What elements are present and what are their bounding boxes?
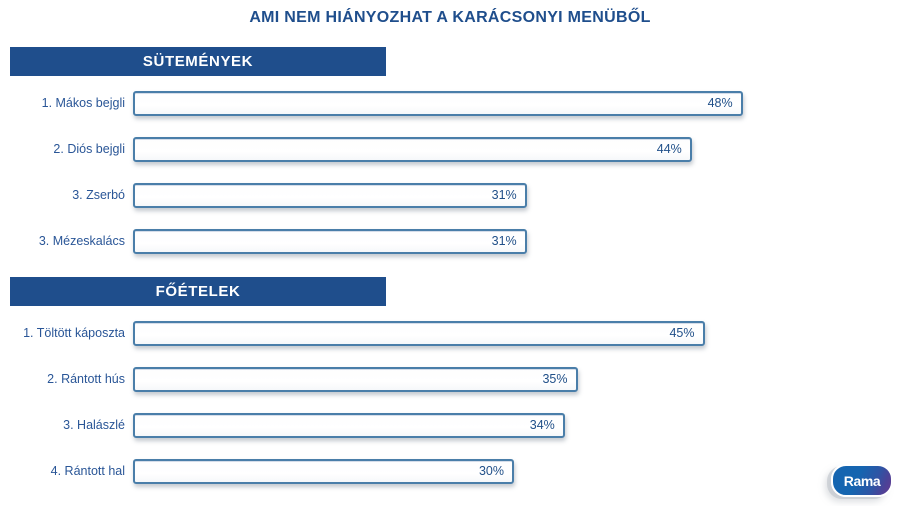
- bar-value-label: 31%: [491, 234, 517, 248]
- bar: 34%: [133, 412, 565, 438]
- section-rows: 1. Mákos bejgli 48% 2. Diós bejgli 44% 3. Zs…: [0, 76, 900, 264]
- bar-category-label: 4. Rántott hal: [50, 464, 125, 478]
- bar: 44%: [133, 136, 692, 162]
- bar-track: 31%: [133, 182, 895, 208]
- bar-row: 2. Diós bejgli 44%: [0, 126, 900, 172]
- bar-row: 3. Mézeskalács 31%: [0, 218, 900, 264]
- section-header: FŐÉTELEK: [10, 277, 386, 306]
- bar-value-label: 31%: [491, 188, 517, 202]
- bar-row: 1. Töltött káposzta 45%: [0, 310, 900, 356]
- section-rows: 1. Töltött káposzta 45% 2. Rántott hús 35% 3…: [0, 306, 900, 494]
- bar: 35%: [133, 366, 578, 392]
- bar-track: 30%: [133, 458, 895, 484]
- bar: 31%: [133, 182, 527, 208]
- bar-category-label: 3. Mézeskalács: [38, 234, 125, 248]
- bar-track: 35%: [133, 366, 895, 392]
- bar: 31%: [133, 228, 527, 254]
- chart-title: AMI NEM HIÁNYOZHAT A KARÁCSONYI MENÜBŐL: [249, 9, 651, 26]
- bar-category-label: 2. Rántott hús: [47, 372, 125, 386]
- bar-row: 2. Rántott hús 35%: [0, 356, 900, 402]
- bar-track: 48%: [133, 90, 895, 116]
- chart-section: SÜTEMÉNYEK 1. Mákos bejgli 48% 2. Diós bejg…: [0, 47, 900, 264]
- bar-row: 1. Mákos bejgli 48%: [0, 80, 900, 126]
- bar: 48%: [133, 90, 743, 116]
- section-header: SÜTEMÉNYEK: [10, 47, 386, 76]
- bar-row: 4. Rántott hal 30%: [0, 448, 900, 494]
- bar: 30%: [133, 458, 514, 484]
- bar-category-label: 3. Zserbó: [72, 188, 125, 202]
- rama-logo: Rama: [831, 464, 893, 497]
- bar: 45%: [133, 320, 705, 346]
- bar-track: 45%: [133, 320, 895, 346]
- bar-track: 31%: [133, 228, 895, 254]
- bar-value-label: 45%: [669, 326, 695, 340]
- bar-category-label: 2. Diós bejgli: [53, 142, 125, 156]
- bar-category-label: 1. Töltött káposzta: [23, 326, 125, 340]
- bar-value-label: 30%: [478, 464, 504, 478]
- bar-value-label: 35%: [542, 372, 568, 386]
- bar-value-label: 48%: [707, 96, 733, 110]
- bar-track: 44%: [133, 136, 895, 162]
- bar-value-label: 44%: [656, 142, 682, 156]
- bar-chart: SÜTEMÉNYEK 1. Mákos bejgli 48% 2. Diós bejg…: [0, 47, 900, 494]
- bar-value-label: 34%: [529, 418, 555, 432]
- bar-category-label: 1. Mákos bejgli: [41, 96, 125, 110]
- rama-logo-text: Rama: [843, 472, 881, 489]
- bar-category-label: 3. Halászlé: [63, 418, 125, 432]
- bar-row: 3. Halászlé 34%: [0, 402, 900, 448]
- bar-track: 34%: [133, 412, 895, 438]
- bar-row: 3. Zserbó 31%: [0, 172, 900, 218]
- chart-section: FŐÉTELEK 1. Töltött káposzta 45% 2. Rántott…: [0, 277, 900, 494]
